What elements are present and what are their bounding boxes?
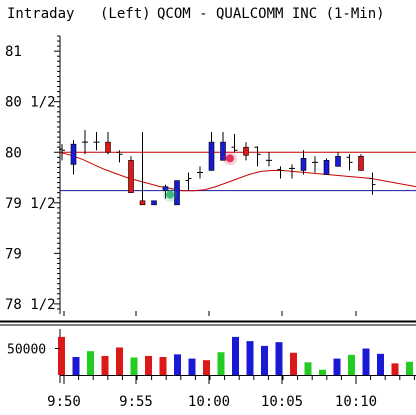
time-axis-ticks: 9:50 9:55 10:00 10:05 10:10 [47,311,415,410]
candle-body [162,186,169,191]
candle-body [335,155,341,167]
volume-bar [261,345,268,375]
candle [128,156,134,193]
candle [266,152,272,167]
volume-bar [232,336,239,375]
candle-body [151,200,157,206]
candle [208,132,215,171]
candle [312,156,318,173]
candle [358,154,364,171]
volume-bar [348,354,355,375]
candle-body [300,158,307,171]
candle [116,150,123,163]
candle [93,132,100,151]
candle [289,164,295,179]
candle-body [220,141,226,161]
candle-body [243,146,249,156]
trade-marker [166,190,175,199]
price-tick-label: 80 1/2 [5,95,56,111]
candle [70,140,77,175]
candle [174,180,180,206]
moving-average-line [59,151,416,192]
candle [300,150,307,175]
volume-bar [362,348,370,375]
candle-body [139,200,146,206]
candle [323,158,330,175]
candle-body [174,180,180,206]
candle-body [128,160,134,193]
candle [346,154,353,171]
candle-body [323,160,330,175]
volume-bar [290,352,297,375]
volume-bar [58,336,65,375]
volume-series [58,336,413,375]
time-tick-label: 10:10 [335,394,377,410]
volume-bar [304,362,312,375]
volume-bar [406,361,413,375]
candlestick-series [59,130,376,206]
candle [335,152,341,167]
volume-bar [101,355,109,375]
candle [162,184,169,199]
candle [151,200,157,206]
price-tick-label: 80 [5,145,22,161]
price-tick-label: 79 1/2 [5,196,56,212]
candle [231,134,238,153]
price-tick-label: 79 [5,246,22,262]
volume-bar [145,355,152,375]
price-tick-label: 78 1/2 [5,297,56,313]
volume-bar [203,360,210,375]
candle [369,172,376,195]
candle [82,130,88,155]
candle [277,166,284,179]
trade-markers [163,151,237,202]
volume-bar [72,357,80,375]
volume-bar [246,341,254,375]
volume-bar [159,357,167,375]
volume-bar [174,354,181,375]
candle [105,132,111,155]
candle [220,132,226,161]
chart-title: QCOM - QUALCOMM INC (1-Min) [157,6,385,22]
time-tick-label: 10:05 [261,394,303,410]
volume-bar [391,363,399,375]
candle-body [208,141,215,171]
time-tick-label: 9:50 [47,394,81,410]
candle [254,146,261,167]
volume-bar [275,342,283,375]
candle-body [358,155,364,171]
price-tick-label: 81 [5,44,22,60]
volume-bar [188,358,196,375]
moving-average [59,151,416,192]
volume-tick-label: 50000 [7,343,46,358]
candle [139,132,146,206]
volume-bar [333,358,341,375]
volume-bar [217,352,225,375]
volume-bar [377,353,384,375]
volume-axis-ticks: 50000 [7,343,60,358]
trade-marker [225,154,234,163]
volume-bar [130,357,138,375]
volume-bar [87,351,94,375]
interval-label: Intraday [7,6,74,22]
candle [197,166,203,179]
candle [185,172,192,191]
candle [59,144,65,161]
volume-bar [319,369,326,375]
candle-body [70,143,77,165]
volume-bar [116,347,123,375]
candle-body [105,141,111,153]
price-axis-ticks: 81 80 1/2 80 79 1/2 79 78 1/2 [5,35,60,313]
time-tick-label: 9:55 [119,394,153,410]
candle [243,142,249,161]
time-tick-label: 10:00 [188,394,230,410]
axis-side-label: (Left) [100,6,151,22]
